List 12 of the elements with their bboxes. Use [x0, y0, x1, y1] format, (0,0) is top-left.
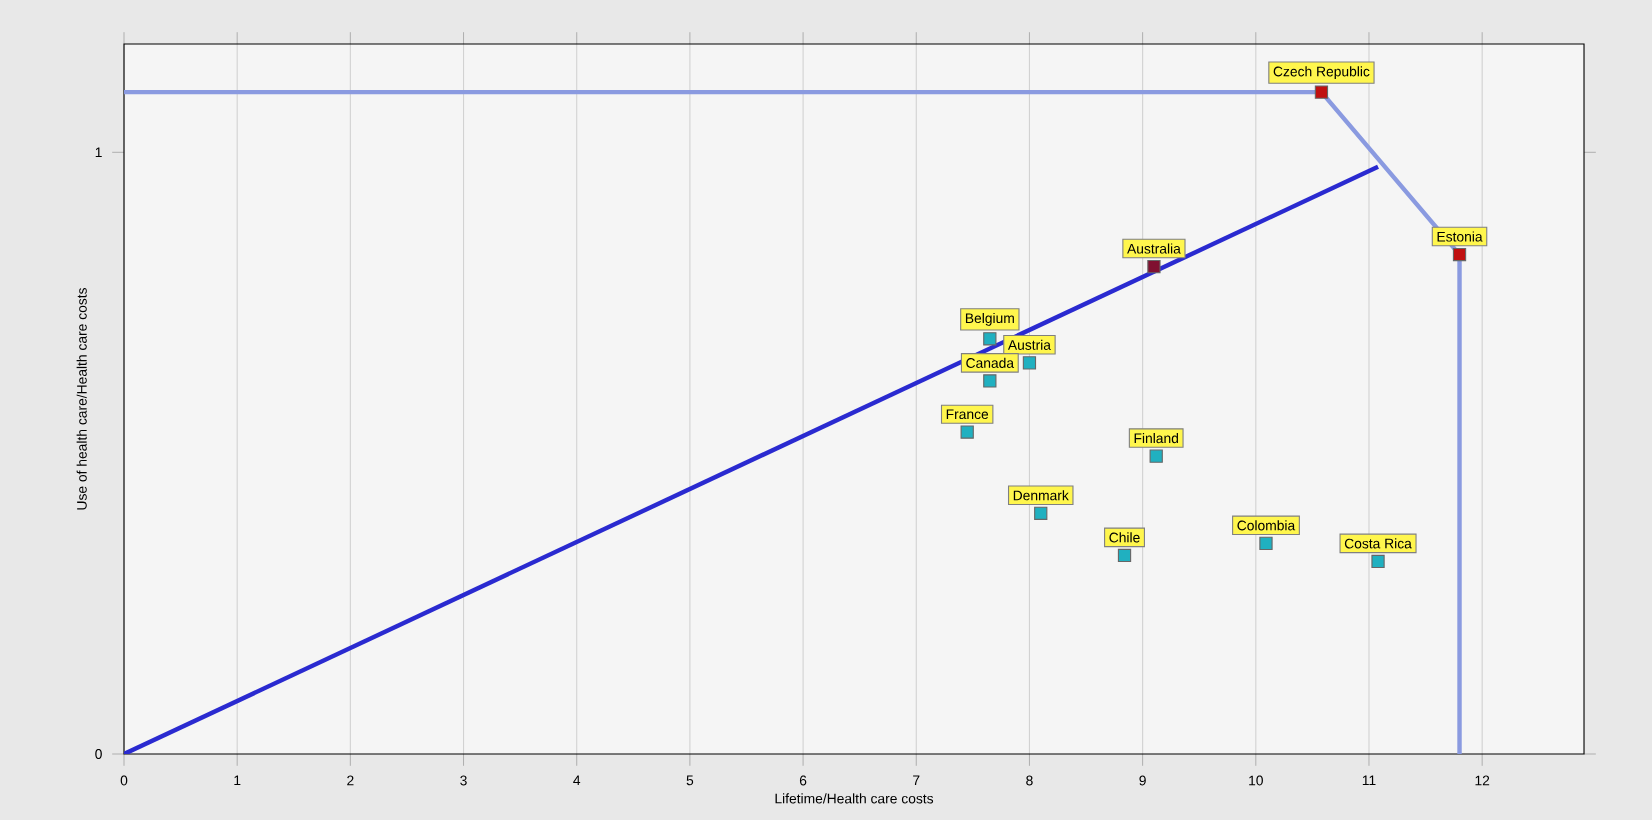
point	[1149, 449, 1163, 463]
point	[1022, 356, 1037, 370]
point	[1147, 259, 1161, 274]
point	[1259, 536, 1273, 551]
point	[1314, 85, 1329, 99]
point	[1117, 548, 1132, 563]
point	[983, 332, 997, 346]
point	[960, 425, 974, 439]
point	[1034, 506, 1048, 520]
point	[1371, 554, 1385, 569]
point	[1452, 247, 1467, 262]
point	[983, 374, 997, 388]
